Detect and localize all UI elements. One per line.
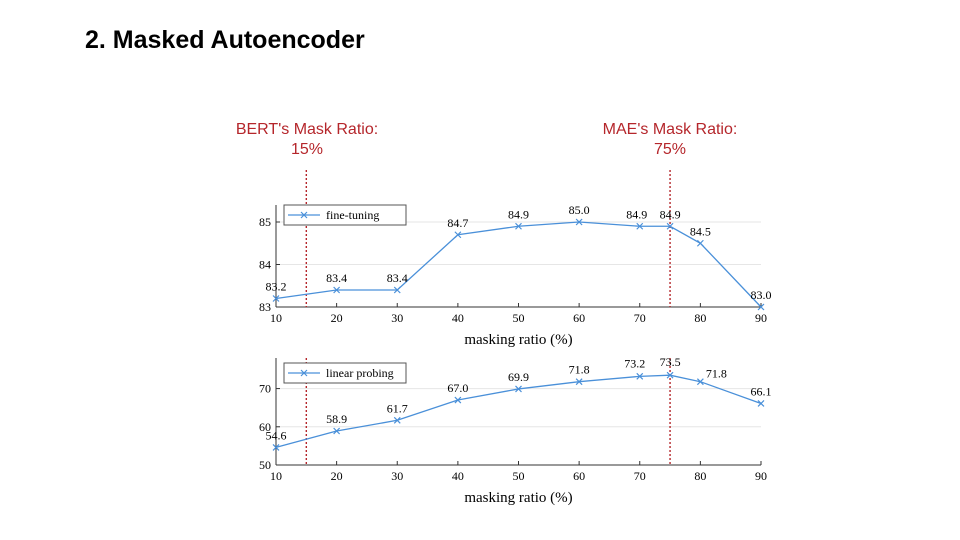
bert-annotation-label: BERT's Mask Ratio: <box>235 121 379 138</box>
slide-title: 2. Masked Autoencoder <box>85 26 365 54</box>
linear-probing-x-axis-title: masking ratio (%) <box>464 490 572 506</box>
fine-tuning-point-1 <box>333 286 341 294</box>
linear-probing-point-3 <box>454 396 462 404</box>
linear-probing-x-tick-label-2: 30 <box>391 469 403 483</box>
linear-probing-point-7 <box>666 371 674 379</box>
linear-probing-legend-label: linear probing <box>326 366 394 380</box>
fine-tuning-data-label-5: 85.0 <box>569 203 590 217</box>
linear-probing-y-tick-label-1: 60 <box>259 420 271 434</box>
fine-tuning-legend-label: fine-tuning <box>326 208 379 222</box>
fine-tuning-point-3 <box>454 231 462 239</box>
fine-tuning-x-tick-label-8: 90 <box>755 311 767 325</box>
linear-probing-data-label-7: 73.5 <box>660 355 681 369</box>
fine-tuning-x-tick-label-1: 20 <box>331 311 343 325</box>
fine-tuning-data-label-4: 84.9 <box>508 207 529 221</box>
linear-probing-data-label-5: 71.8 <box>569 363 590 377</box>
fine-tuning-legend-marker <box>300 211 308 219</box>
linear-probing-x-tick-label-4: 50 <box>513 469 525 483</box>
fine-tuning-point-9 <box>757 303 765 311</box>
fine-tuning-x-tick-label-0: 10 <box>270 311 282 325</box>
linear-probing-data-label-4: 69.9 <box>508 370 529 384</box>
fine-tuning-legend-box <box>283 204 407 226</box>
fine-tuning-x-tick-label-4: 50 <box>513 311 525 325</box>
mae-annotation-label: MAE's Mask Ratio: <box>602 121 738 138</box>
fine-tuning-series-line <box>275 221 762 308</box>
fine-tuning-y-tick-label-2: 85 <box>259 215 271 229</box>
fine-tuning-y-tick-label-1: 84 <box>259 258 271 272</box>
linear-probing-y-tick-label-2: 70 <box>259 382 271 396</box>
fine-tuning-x-tick-label-5: 60 <box>573 311 585 325</box>
linear-probing-data-label-1: 58.9 <box>326 412 347 426</box>
fine-tuning-data-label-3: 84.7 <box>447 216 468 230</box>
linear-probing-point-4 <box>515 385 522 393</box>
linear-probing-x-tick-label-1: 20 <box>331 469 343 483</box>
linear-probing-data-label-9: 66.1 <box>751 384 772 398</box>
mae-mask-ratio-annotation: MAE's Mask Ratio: 75% <box>575 120 765 160</box>
linear-probing-point-9 <box>757 400 765 407</box>
fine-tuning-data-label-9: 83.0 <box>751 288 772 302</box>
linear-probing-legend-marker <box>300 369 308 377</box>
fine-tuning-x-tick-label-3: 40 <box>452 311 464 325</box>
fine-tuning-point-0 <box>272 295 280 302</box>
linear-probing-point-2 <box>393 416 401 424</box>
fine-tuning-point-5 <box>575 218 583 226</box>
fine-tuning-x-tick-label-7: 80 <box>694 311 706 325</box>
fine-tuning-x-axis-title: masking ratio (%) <box>464 332 572 348</box>
linear-probing-legend-box <box>283 362 407 384</box>
fine-tuning-point-8 <box>696 239 704 247</box>
fine-tuning-x-tick-label-2: 30 <box>391 311 403 325</box>
linear-probing-point-0 <box>272 443 280 451</box>
fine-tuning-data-label-7: 84.9 <box>660 207 681 221</box>
linear-probing-data-label-0: 54.6 <box>266 428 287 442</box>
linear-probing-series-line <box>275 374 762 449</box>
linear-probing-data-label-8: 71.8 <box>706 367 727 381</box>
fine-tuning-data-label-2: 83.4 <box>387 271 408 285</box>
linear-probing-point-1 <box>333 427 341 435</box>
linear-probing-x-tick-label-3: 40 <box>452 469 464 483</box>
fine-tuning-point-2 <box>393 286 401 294</box>
bert-mask-ratio-annotation: BERT's Mask Ratio: 15% <box>212 120 402 160</box>
linear-probing-y-tick-label-0: 50 <box>259 458 271 472</box>
linear-probing-point-6 <box>636 372 644 380</box>
fine-tuning-data-label-6: 84.9 <box>626 207 647 221</box>
linear-probing-data-label-6: 73.2 <box>624 356 645 370</box>
fine-tuning-data-label-1: 83.4 <box>326 271 347 285</box>
fine-tuning-x-tick-label-6: 70 <box>634 311 646 325</box>
linear-probing-x-tick-label-7: 80 <box>694 469 706 483</box>
linear-probing-x-tick-label-5: 60 <box>573 469 585 483</box>
linear-probing-data-label-2: 61.7 <box>387 401 408 415</box>
fine-tuning-data-label-0: 83.2 <box>266 280 287 294</box>
fine-tuning-point-4 <box>515 222 522 230</box>
mae-annotation-value: 75% <box>653 141 687 158</box>
bert-annotation-value: 15% <box>290 141 324 158</box>
linear-probing-x-tick-label-8: 90 <box>755 469 767 483</box>
linear-probing-point-8 <box>696 378 704 386</box>
fine-tuning-y-tick-label-0: 83 <box>259 300 271 314</box>
linear-probing-x-tick-label-6: 70 <box>634 469 646 483</box>
linear-probing-point-5 <box>575 378 583 386</box>
linear-probing-data-label-3: 67.0 <box>447 381 468 395</box>
fine-tuning-point-6 <box>636 222 644 230</box>
fine-tuning-point-7 <box>666 222 674 230</box>
fine-tuning-data-label-8: 84.5 <box>690 224 711 238</box>
linear-probing-x-tick-label-0: 10 <box>270 469 282 483</box>
